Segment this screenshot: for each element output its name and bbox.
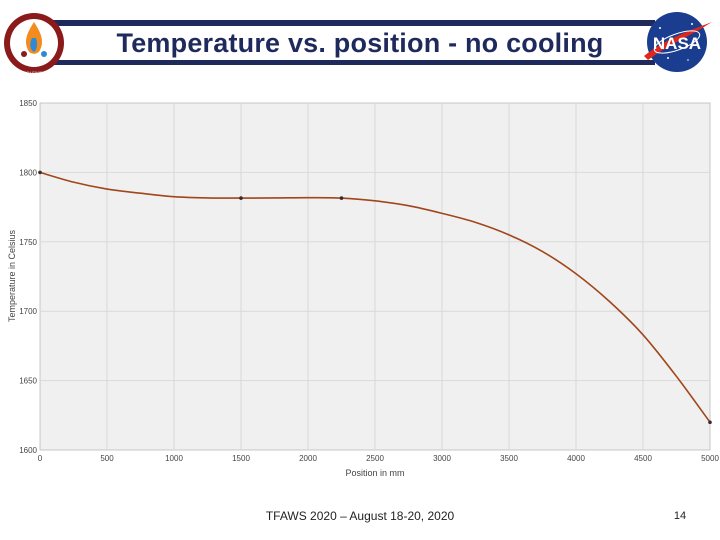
data-point [339, 196, 344, 200]
x-tick-label: 4000 [567, 454, 585, 463]
header-bottom-rule [50, 60, 655, 65]
y-tick-label: 1800 [19, 168, 37, 177]
x-tick-label: 5000 [701, 454, 719, 463]
grid-lines [40, 103, 710, 450]
x-tick-label: 4500 [634, 454, 652, 463]
x-tick-label: 2500 [366, 454, 384, 463]
nasa-meatball-logo: NASA [644, 12, 712, 72]
tfaws-logo: FAWLAS LEWIS-MSFC [4, 13, 64, 75]
x-tick-label: 2000 [299, 454, 317, 463]
slide-header: Temperature vs. position - no cooling FA… [0, 8, 720, 75]
series-curve [39, 171, 711, 423]
y-tick-label: 1750 [19, 238, 37, 247]
y-tick-label: 1700 [19, 307, 37, 316]
series-markers [38, 170, 712, 425]
page-number: 14 [673, 510, 687, 522]
x-tick-label: 1500 [232, 454, 250, 463]
footer-text: TFAWS 2020 – August 18-20, 2020 [265, 509, 455, 523]
y-tick-labels: 1600 1650 1700 1750 1800 1850 [19, 99, 37, 455]
y-tick-label: 1600 [19, 446, 37, 455]
x-tick-label: 3500 [500, 454, 518, 463]
header-top-rule [50, 20, 655, 26]
temperature-curve [39, 171, 711, 423]
y-axis-label: Temperature in Celsius [7, 229, 17, 322]
data-point [708, 420, 712, 425]
x-tick-labels: 0 500 1000 1500 2000 2500 3000 3500 4000 4500 5000 [38, 454, 720, 463]
x-tick-label: 3000 [433, 454, 451, 463]
x-tick-label: 1000 [165, 454, 183, 463]
x-axis-label: Position in mm [345, 468, 404, 478]
data-point [239, 196, 243, 200]
svg-text:FAWLAS LEWIS-MSFC: FAWLAS LEWIS-MSFC [13, 70, 55, 75]
y-tick-label: 1650 [19, 377, 37, 386]
x-tick-label: 500 [100, 454, 114, 463]
y-tick-label: 1850 [19, 99, 37, 108]
svg-text:NASA: NASA [653, 34, 701, 53]
data-point [38, 170, 42, 175]
slide-title: Temperature vs. position - no cooling [116, 28, 604, 58]
x-tick-label: 0 [38, 454, 43, 463]
temperature-position-chart: 0 500 1000 1500 2000 2500 3000 3500 4000 4500 5000… [7, 99, 720, 478]
